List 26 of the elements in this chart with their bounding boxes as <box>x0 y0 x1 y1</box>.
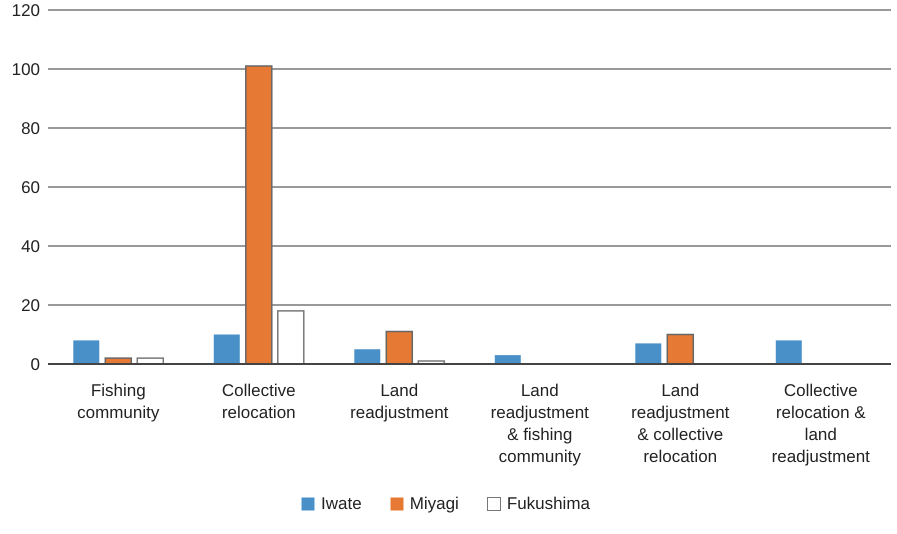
bar <box>245 65 273 364</box>
y-tick-label: 100 <box>12 60 40 80</box>
x-tick-label: Land readjustment <box>350 381 449 422</box>
x-tick-label: Land readjustment & fishing community <box>490 381 590 466</box>
y-tick-label: 80 <box>21 119 40 138</box>
x-tick-label: Collective relocation & land readjustment <box>772 381 870 466</box>
legend-label: Iwate <box>320 494 362 514</box>
bar <box>776 340 802 364</box>
bar <box>354 349 380 364</box>
y-tick-label: 40 <box>21 237 40 256</box>
x-tick-label: Collective relocation <box>222 381 296 422</box>
bar <box>666 334 694 364</box>
y-tick-label: 120 <box>12 1 40 20</box>
legend-label: Fukushima <box>506 494 590 514</box>
bar <box>494 355 521 364</box>
x-tick-label: Fishing community <box>77 381 160 422</box>
bar <box>386 330 414 364</box>
x-tick-label: Land readjustment & collective relocation <box>631 381 730 466</box>
legend-label: Miyagi <box>408 494 459 514</box>
y-tick-label: 0 <box>30 355 40 374</box>
y-tick-label: 60 <box>21 178 40 198</box>
bar <box>277 310 305 364</box>
bar <box>635 343 662 364</box>
bar <box>214 334 240 364</box>
y-tick-label: 20 <box>21 296 40 316</box>
bar <box>73 340 100 364</box>
